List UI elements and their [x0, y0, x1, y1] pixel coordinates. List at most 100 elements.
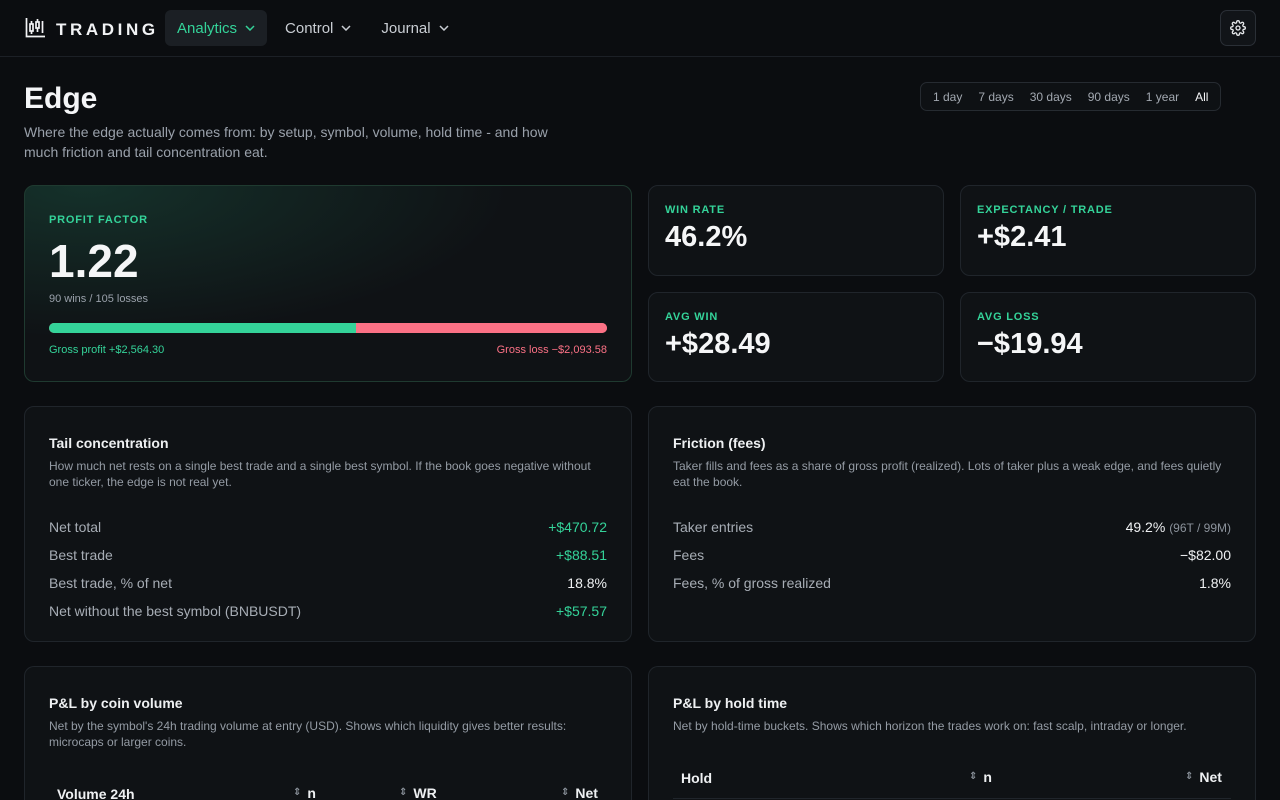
- column-header-net[interactable]: ⇕ Net: [1185, 769, 1222, 785]
- panel-description: How much net rests on a single best trad…: [49, 459, 591, 489]
- nav-analytics[interactable]: Analytics: [165, 10, 268, 46]
- metric-row: Best trade, % of net 18.8%: [49, 569, 607, 597]
- column-header-label: Hold: [681, 770, 713, 786]
- metric-label: Net without the best symbol (BNBUSDT): [49, 603, 302, 619]
- main-nav: Analytics Control Journal: [165, 10, 461, 46]
- column-header-label: Net: [1199, 769, 1222, 785]
- nav-journal[interactable]: Journal: [369, 10, 460, 46]
- panel-title: P&L by hold time: [673, 695, 788, 711]
- metric-label: Fees, % of gross realized: [673, 575, 831, 591]
- column-header-hold[interactable]: Hold: [681, 770, 712, 786]
- column-header-n[interactable]: ⇕ n: [293, 785, 316, 800]
- gross-profit-fill: [49, 323, 356, 333]
- avg-loss-card: AVG LOSS −$19.94: [960, 292, 1256, 382]
- avg-loss-label: AVG LOSS: [977, 311, 1040, 323]
- gross-loss-fill: [355, 323, 607, 333]
- gross-profit-text: Gross profit +$2,564.30: [49, 344, 165, 356]
- table-header-divider: [673, 798, 1231, 799]
- pnl-by-hold-time-panel: P&L by hold time Net by hold-time bucket…: [648, 666, 1256, 800]
- top-nav-bar: TRADING Analytics Control Journal: [0, 0, 1280, 57]
- metric-note: (96T / 99M): [1169, 521, 1231, 535]
- sort-icon: ⇕: [969, 771, 978, 782]
- gross-loss-text: Gross loss −$2,093.58: [496, 344, 607, 356]
- metric-row: Fees −$82.00: [673, 541, 1231, 569]
- metrics-list: Taker entries 49.2% (96T / 99M) Fees −$8…: [673, 513, 1231, 597]
- panel-title: Friction (fees): [673, 435, 766, 451]
- metric-row: Fees, % of gross realized 1.8%: [673, 569, 1231, 597]
- expectancy-label: EXPECTANCY / TRADE: [977, 204, 1113, 216]
- expectancy-value: +$2.41: [977, 221, 1067, 253]
- column-header-label: Volume 24h: [57, 786, 135, 800]
- win-rate-card: WIN RATE 46.2%: [648, 185, 944, 276]
- page-title: Edge: [24, 82, 98, 115]
- pnl-by-volume-panel: P&L by coin volume Net by the symbol's 2…: [24, 666, 632, 800]
- panel-description: Net by hold-time buckets. Shows which ho…: [673, 719, 1187, 733]
- metric-label: Taker entries: [673, 519, 754, 535]
- chevron-down-icon: [341, 25, 351, 31]
- candlestick-logo-icon: [25, 17, 46, 43]
- nav-label: Analytics: [177, 19, 238, 37]
- column-header-label: n: [307, 785, 316, 800]
- column-header-volume[interactable]: Volume 24h: [57, 786, 135, 800]
- metric-value: 49.2%: [1125, 519, 1166, 535]
- column-header-label: WR: [413, 785, 437, 800]
- metric-value-group: 49.2% (96T / 99M): [1126, 519, 1231, 535]
- panel-title: Tail concentration: [49, 435, 169, 451]
- metric-label: Best trade, % of net: [49, 575, 172, 591]
- wins-losses-count: 90 wins / 105 losses: [49, 293, 149, 305]
- metric-value: 1.8%: [1199, 575, 1231, 591]
- range-1-day[interactable]: 1 day: [933, 89, 963, 104]
- nav-control[interactable]: Control: [273, 10, 363, 46]
- column-header-label: n: [983, 769, 992, 785]
- nav-label: Journal: [381, 19, 431, 37]
- range-7-days[interactable]: 7 days: [978, 89, 1014, 104]
- panel-description: Net by the symbol's 24h trading volume a…: [49, 719, 567, 749]
- metric-row: Net without the best symbol (BNBUSDT) +$…: [49, 597, 607, 625]
- sort-icon: ⇕: [293, 787, 302, 798]
- page-subtitle: Where the edge actually comes from: by s…: [24, 124, 548, 160]
- avg-loss-value: −$19.94: [977, 328, 1083, 360]
- range-90-days[interactable]: 90 days: [1087, 89, 1130, 104]
- range-all[interactable]: All: [1195, 89, 1209, 104]
- avg-win-card: AVG WIN +$28.49: [648, 292, 944, 382]
- profit-factor-value: 1.22: [49, 235, 139, 287]
- metric-label: Net total: [49, 519, 102, 535]
- expectancy-card: EXPECTANCY / TRADE +$2.41: [960, 185, 1256, 276]
- panel-title: P&L by coin volume: [49, 695, 183, 711]
- metric-row: Net total +$470.72: [49, 513, 607, 541]
- avg-win-label: AVG WIN: [665, 311, 719, 323]
- sort-icon: ⇕: [1185, 771, 1194, 782]
- win-rate-label: WIN RATE: [665, 204, 725, 216]
- time-range-selector: 1 day 7 days 30 days 90 days 1 year All: [920, 82, 1222, 111]
- column-header-n[interactable]: ⇕ n: [969, 769, 992, 785]
- avg-win-value: +$28.49: [665, 328, 771, 360]
- brand[interactable]: TRADING: [25, 17, 159, 43]
- column-header-net[interactable]: ⇕ Net: [561, 785, 598, 800]
- tail-concentration-panel: Tail concentration How much net rests on…: [24, 406, 632, 642]
- column-header-label: Net: [575, 785, 598, 800]
- profit-loss-bar: [49, 323, 607, 333]
- nav-label: Control: [285, 19, 334, 37]
- chevron-down-icon: [439, 25, 449, 31]
- metric-value: 18.8%: [567, 575, 607, 591]
- column-header-wr[interactable]: ⇕ WR: [399, 785, 437, 800]
- metrics-list: Net total +$470.72 Best trade +$88.51 Be…: [49, 513, 607, 625]
- win-rate-value: 46.2%: [665, 221, 748, 253]
- metric-value: +$470.72: [548, 519, 607, 535]
- sort-icon: ⇕: [561, 787, 570, 798]
- range-1-year[interactable]: 1 year: [1145, 89, 1180, 104]
- chevron-down-icon: [245, 25, 255, 31]
- metric-row: Best trade +$88.51: [49, 541, 607, 569]
- gear-icon: [1230, 20, 1246, 36]
- metric-label: Best trade: [49, 547, 113, 563]
- metric-value: −$82.00: [1180, 547, 1231, 563]
- metric-row: Taker entries 49.2% (96T / 99M): [673, 513, 1231, 541]
- metric-value: +$88.51: [556, 547, 607, 563]
- sort-icon: ⇕: [399, 787, 408, 798]
- profit-factor-label: PROFIT FACTOR: [49, 214, 148, 226]
- settings-button[interactable]: [1220, 10, 1256, 46]
- friction-panel: Friction (fees) Taker fills and fees as …: [648, 406, 1256, 642]
- range-30-days[interactable]: 30 days: [1029, 89, 1072, 104]
- metric-value: +$57.57: [556, 603, 607, 619]
- brand-name: TRADING: [56, 20, 159, 39]
